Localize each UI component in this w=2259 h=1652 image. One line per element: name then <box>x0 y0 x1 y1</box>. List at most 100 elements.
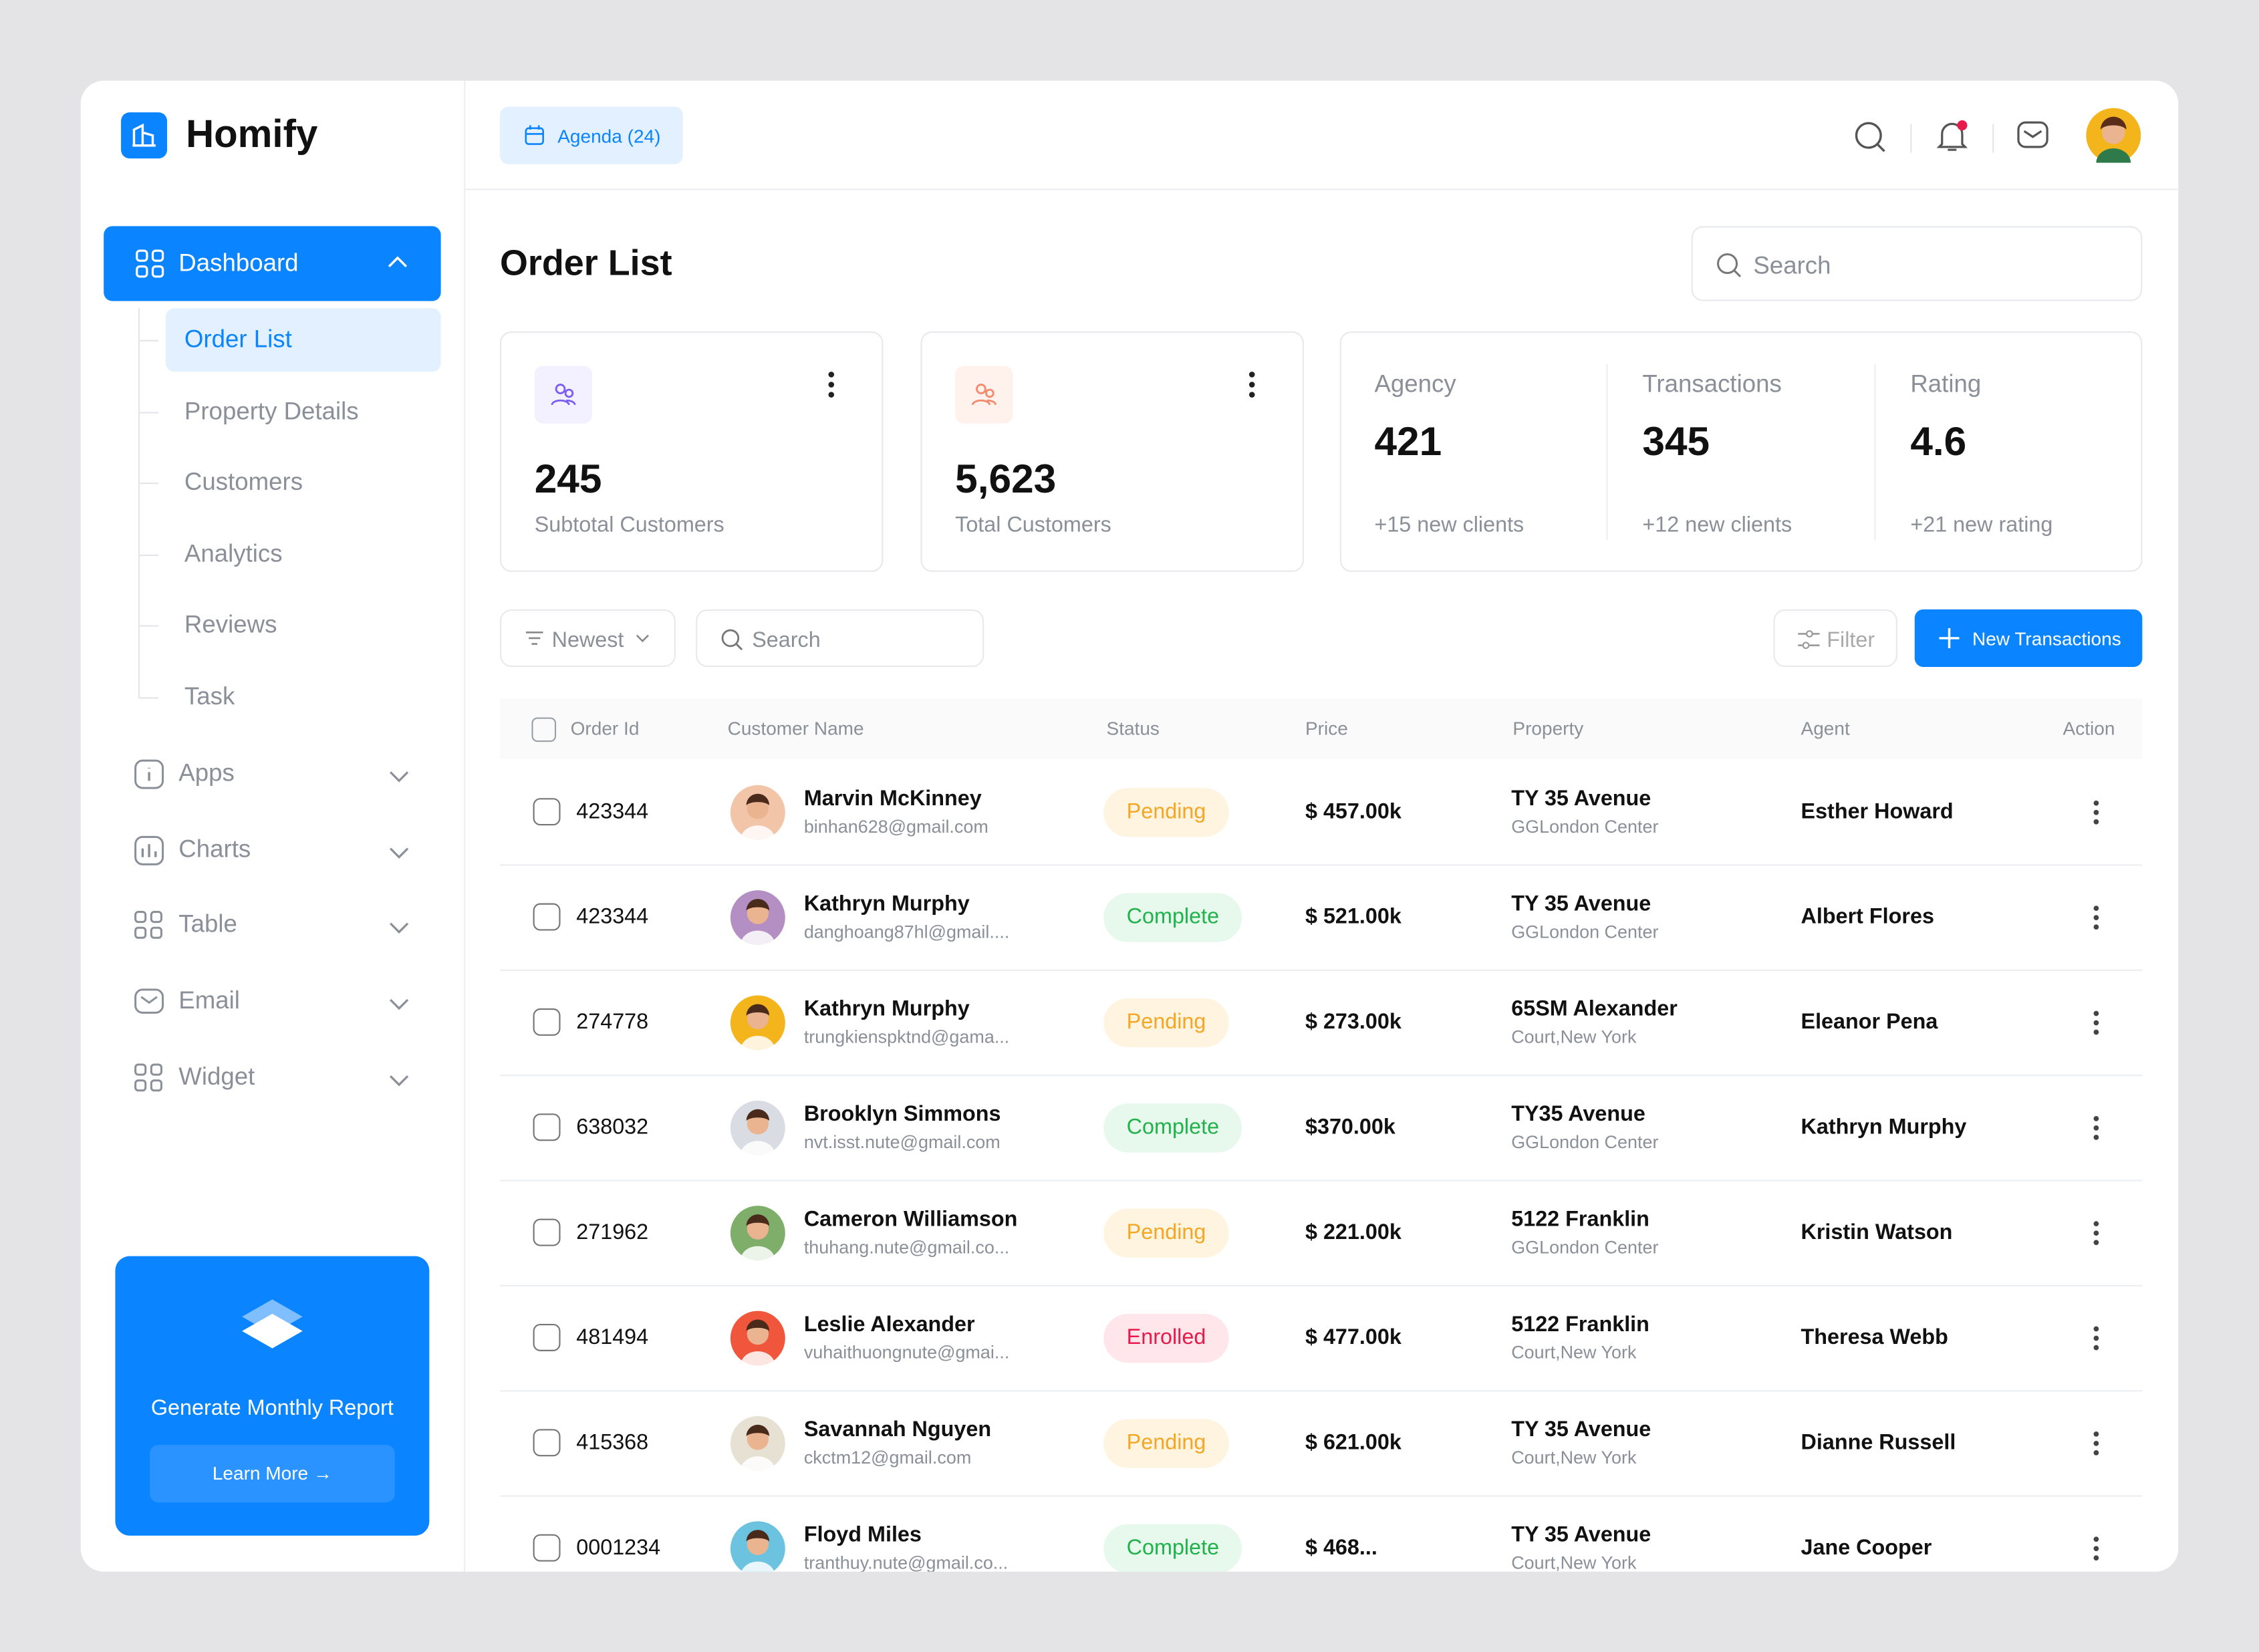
nav-item-active[interactable] <box>165 308 441 372</box>
checkbox[interactable] <box>533 1218 561 1246</box>
status-pill: Pending <box>1103 998 1229 1048</box>
checkbox[interactable] <box>533 1323 561 1351</box>
page-title: Order List <box>499 243 672 284</box>
chevron <box>390 1075 409 1087</box>
customer-email: thuhang.nute@gmail.co... <box>803 1237 1010 1258</box>
nav-group-label[interactable]: Table <box>178 911 237 939</box>
price: $370.00k <box>1305 1115 1396 1140</box>
row-action[interactable] <box>2092 1010 2101 1036</box>
row-action[interactable] <box>2092 1325 2101 1351</box>
checkbox[interactable] <box>533 1429 561 1457</box>
nav-group-label[interactable]: Widget <box>178 1063 255 1091</box>
search-placeholder: Search <box>1753 252 1831 280</box>
icon <box>551 384 576 406</box>
customer-name: Brooklyn Simmons <box>803 1102 1001 1127</box>
property: TY 35 Avenue <box>1511 1417 1651 1442</box>
customer-avatar <box>730 1100 785 1155</box>
property-location: Court,New York <box>1511 1552 1637 1572</box>
filter-button[interactable]: Filter <box>1773 609 1897 668</box>
column-header: Price <box>1305 717 1348 739</box>
promo: Generate Monthly Report Learn More → <box>115 1256 430 1536</box>
table-search[interactable]: Search <box>696 609 984 668</box>
row-action[interactable] <box>2092 799 2101 825</box>
customer-avatar <box>730 1311 785 1366</box>
agent: Kathryn Murphy <box>1801 1115 1967 1140</box>
nav-sub-label[interactable]: Reviews <box>184 611 277 639</box>
nav-sub-label[interactable]: Customers <box>184 468 303 496</box>
tree-branch <box>138 554 159 556</box>
order-id: 481494 <box>576 1325 649 1350</box>
search-icon[interactable] <box>1853 120 1887 154</box>
customer-name: Savannah Nguyen <box>803 1417 992 1442</box>
agent: Dianne Russell <box>1801 1430 1956 1456</box>
checkbox[interactable] <box>533 798 561 826</box>
plus-icon <box>1939 628 1960 649</box>
nav-group-label[interactable]: Email <box>178 986 240 1014</box>
nav-group-label[interactable]: Apps <box>178 759 235 787</box>
metric-note: +15 new clients <box>1374 513 1524 538</box>
order-id: 274778 <box>576 1010 649 1035</box>
new-transactions-button[interactable]: New Transactions <box>1914 609 2143 668</box>
nav-sub-label[interactable]: Task <box>184 682 235 710</box>
header-divider <box>465 188 2179 190</box>
sidebar-divider <box>464 80 466 1572</box>
sort-dropdown[interactable]: Newest <box>499 609 676 668</box>
metric-divider <box>1606 364 1608 541</box>
nav-dashboard[interactable]: Dashboard <box>104 226 441 301</box>
row-divider <box>499 1390 2143 1392</box>
search-box[interactable]: Search <box>1691 226 2143 301</box>
tree-branch <box>138 339 159 341</box>
nav-icon <box>134 835 164 865</box>
nav-sub-label[interactable]: Property Details <box>184 397 359 425</box>
checkbox[interactable] <box>533 1534 561 1562</box>
column-header: Property <box>1512 717 1584 739</box>
checkbox[interactable] <box>531 717 557 742</box>
row-action[interactable] <box>2092 905 2101 931</box>
customer-name: Kathryn Murphy <box>803 891 970 916</box>
agenda-chip[interactable]: Agenda (24) <box>499 106 683 164</box>
checkbox[interactable] <box>533 1008 561 1036</box>
metric-value: 421 <box>1374 419 1442 464</box>
nav-icon <box>134 988 164 1014</box>
property-location: GGLondon Center <box>1511 1237 1659 1258</box>
bell-icon[interactable] <box>1935 118 1970 156</box>
row-action[interactable] <box>2092 1431 2101 1457</box>
customer-name: Cameron Williamson <box>803 1207 1018 1232</box>
row-divider <box>499 1075 2143 1077</box>
checkbox[interactable] <box>533 1113 561 1141</box>
row-action[interactable] <box>2092 1220 2101 1246</box>
row-action[interactable] <box>2092 1115 2101 1141</box>
agent: Theresa Webb <box>1801 1325 1948 1350</box>
nav-sub-label[interactable]: Order List <box>184 325 292 354</box>
stat-value: 5,623 <box>955 456 1057 502</box>
filter-icon <box>1798 630 1820 650</box>
property: 5122 Franklin <box>1511 1207 1649 1232</box>
button-label: New Transactions <box>1972 628 2121 650</box>
price: $ 521.00k <box>1305 904 1402 930</box>
customer-avatar <box>730 1206 785 1261</box>
customer-avatar <box>730 995 785 1051</box>
tree-branch <box>138 697 159 699</box>
chevron <box>388 256 408 268</box>
row-action[interactable] <box>2092 1536 2101 1562</box>
nav-sub-label[interactable]: Analytics <box>184 539 283 567</box>
promo-button[interactable]: Learn More → <box>150 1445 395 1503</box>
user-avatar[interactable] <box>2086 108 2141 163</box>
promo-icon <box>242 1299 303 1349</box>
mail-icon[interactable] <box>2016 120 2050 151</box>
price: $ 477.00k <box>1305 1325 1402 1350</box>
order-id: 423344 <box>576 799 649 825</box>
customer-email: ckctm12@gmail.com <box>803 1448 972 1468</box>
customer-email: nvt.isst.nute@gmail.com <box>803 1132 1001 1153</box>
metric-label: Transactions <box>1642 370 1782 398</box>
property-location: Court,New York <box>1511 1026 1637 1048</box>
metrics-card: Agency 421 +15 new clients Transactions 345 +… <box>1339 331 2143 572</box>
checkbox[interactable] <box>533 903 561 931</box>
icon <box>971 384 996 406</box>
property: TY 35 Avenue <box>1511 891 1651 916</box>
search-placeholder: Search <box>752 628 821 653</box>
customer-avatar <box>730 1415 785 1471</box>
customer-name: Marvin McKinney <box>803 786 982 811</box>
agenda-label: Agenda (24) <box>557 125 661 147</box>
nav-group-label[interactable]: Charts <box>178 835 251 863</box>
